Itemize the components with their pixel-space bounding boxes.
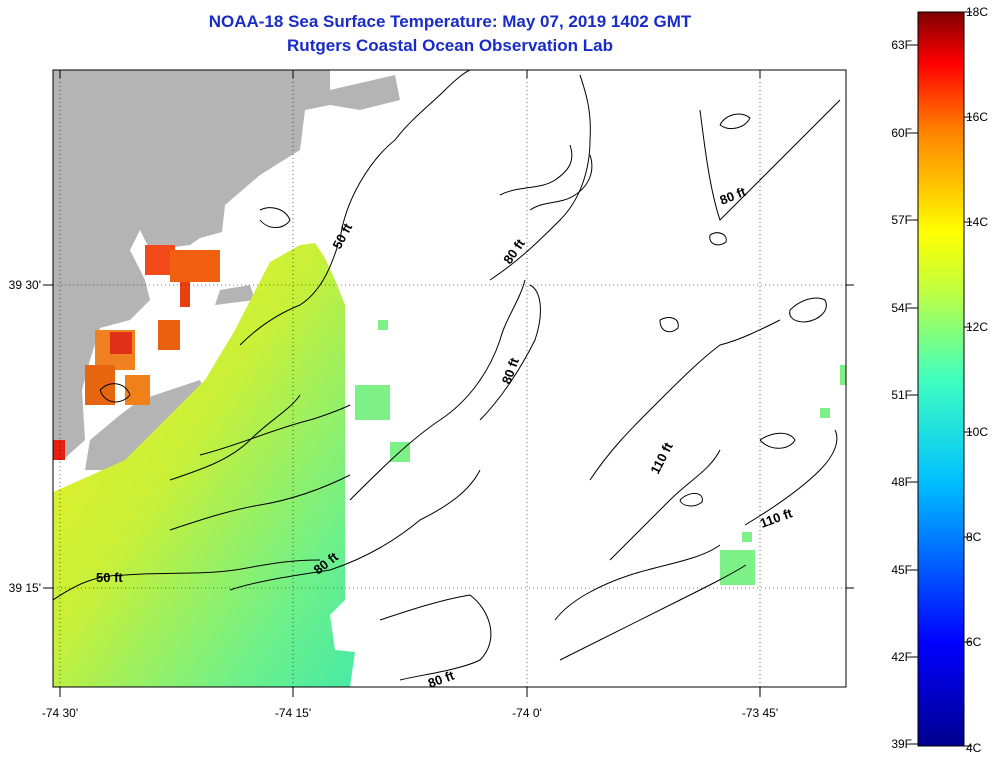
contour-50ft — [53, 559, 321, 601]
colorbar-label-fahrenheit: 45F — [891, 563, 912, 577]
contour-80ft — [229, 469, 481, 591]
contour — [499, 144, 573, 196]
colorbar-label-fahrenheit: 54F — [891, 301, 912, 315]
contour — [559, 564, 747, 661]
contour — [169, 394, 301, 481]
contour — [199, 404, 351, 456]
warm-patch — [110, 332, 132, 354]
land-fragment — [330, 75, 400, 110]
colorbar-label-celsius: 14C — [966, 215, 988, 229]
warm-patch — [170, 250, 220, 282]
colorbar-ticks — [910, 11, 972, 747]
colorbar-label-celsius: 12C — [966, 320, 988, 334]
colorbar-label-celsius: 16C — [966, 110, 988, 124]
contour — [239, 244, 339, 346]
warm-patch — [85, 365, 115, 405]
contour — [789, 297, 827, 323]
contour — [554, 544, 721, 621]
contour — [719, 113, 751, 129]
contour — [479, 284, 541, 421]
contour-50ft — [339, 70, 471, 241]
x-tick-label: -73 45' — [742, 706, 778, 720]
map-title: NOAA-18 Sea Surface Temperature: May 07,… — [208, 12, 692, 31]
colorbar-label-fahrenheit: 48F — [891, 475, 912, 489]
contour-80ft — [349, 279, 526, 501]
colorbar-label-celsius: 18C — [966, 5, 988, 19]
bathymetry-contours — [53, 70, 841, 681]
contour-110ft — [744, 429, 838, 526]
colorbar-label-celsius: 10C — [966, 425, 988, 439]
y-tick-label: 39 15' — [9, 581, 41, 595]
warm-patch — [53, 440, 65, 460]
colorbar-label-fahrenheit: 42F — [891, 650, 912, 664]
colorbar-label-celsius: 4C — [966, 741, 982, 755]
colorbar-label-fahrenheit: 51F — [891, 388, 912, 402]
sst-field — [53, 243, 355, 687]
land-fragment — [215, 285, 255, 305]
contour-80ft — [489, 74, 591, 281]
colorbar — [917, 11, 965, 747]
map-subtitle: Rutgers Coastal Ocean Observation Lab — [287, 36, 613, 55]
land-area — [53, 70, 330, 460]
sst-patch — [355, 385, 390, 420]
contour — [759, 432, 796, 449]
contour — [99, 383, 131, 403]
colorbar-label-celsius: 8C — [966, 530, 982, 544]
contour-110ft — [589, 319, 781, 481]
contour-label: 50 ft — [96, 570, 123, 585]
sst-patch — [742, 532, 752, 542]
colorbar-label-fahrenheit: 57F — [891, 213, 912, 227]
map-border — [52, 69, 847, 688]
colorbar-label-fahrenheit: 60F — [891, 126, 912, 140]
sst-patch — [840, 365, 846, 385]
y-tick-label: 39 30' — [9, 278, 41, 292]
axis-ticks — [43, 70, 854, 697]
sst-patch — [820, 408, 830, 418]
warm-patch — [125, 375, 150, 405]
contour-80ft — [699, 99, 841, 221]
colorbar-label-fahrenheit: 39F — [891, 737, 912, 751]
contour-80ft — [379, 594, 492, 681]
contour — [529, 154, 593, 211]
warm-patch — [158, 320, 180, 350]
sst-patch — [378, 320, 388, 330]
contour — [679, 493, 703, 507]
contour — [709, 232, 727, 246]
x-tick-label: -74 15' — [275, 706, 311, 720]
contour — [659, 317, 679, 333]
warm-patch — [180, 282, 190, 307]
land-fragment — [85, 380, 210, 470]
contour — [259, 207, 291, 228]
colorbar-label-fahrenheit: 63F — [891, 38, 912, 52]
colorbar-label-celsius: 6C — [966, 635, 982, 649]
x-tick-label: -74 30' — [42, 706, 78, 720]
x-tick-label: -74 0' — [512, 706, 542, 720]
contour-110ft — [609, 449, 721, 561]
sst-patch — [720, 550, 755, 585]
contour — [169, 474, 351, 531]
graticule — [53, 70, 846, 687]
